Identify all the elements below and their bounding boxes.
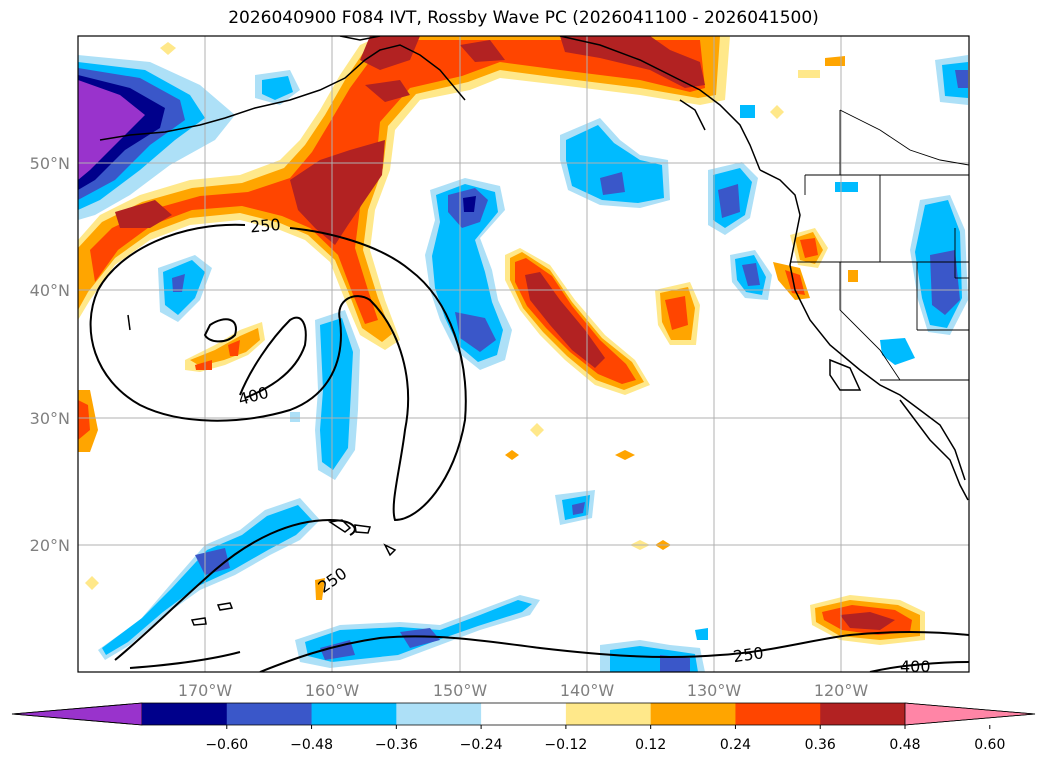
lat-label-40n: 40°N — [30, 281, 70, 300]
coastlines — [99, 36, 969, 626]
gridlines — [78, 36, 969, 672]
colorbar-extend-low — [11, 702, 143, 726]
colorbar-tick-label: −0.24 — [460, 737, 503, 753]
colorbar-segment — [481, 703, 567, 725]
lon-label-160w: 160°W — [305, 681, 360, 700]
colorbar-segment — [820, 703, 906, 725]
contour-label-400-b: 400 — [900, 657, 931, 676]
colorbar-tick-label: −0.36 — [375, 737, 418, 753]
lat-labels: 50°N 40°N 30°N 20°N — [30, 154, 70, 555]
lat-label-20n: 20°N — [30, 536, 70, 555]
negative-anomaly-nw — [78, 55, 235, 220]
negative-anomaly-160w — [315, 310, 360, 480]
colorbar-tick-label: 0.36 — [805, 737, 836, 753]
colorbar-segment — [311, 703, 397, 725]
map-panel: 250 400 250 250 400 — [78, 36, 969, 676]
colorbar-tick-label: −0.48 — [290, 737, 333, 753]
lat-label-50n: 50°N — [30, 154, 70, 173]
colorbar-tick-label: 0.24 — [720, 737, 751, 753]
map-frame — [77, 35, 970, 673]
negative-anomaly-150w — [425, 178, 512, 370]
colorbar-labels: −0.60 −0.48 −0.36 −0.24 −0.12 0.12 0.24 0.36 0.4… — [205, 725, 1005, 753]
colorbar-segment — [226, 703, 313, 725]
pc-contours — [89, 223, 969, 672]
lon-label-150w: 150°W — [433, 681, 488, 700]
lon-label-130w: 130°W — [687, 681, 742, 700]
colorbar-tick-label: 0.12 — [635, 737, 666, 753]
lon-label-120w: 120°W — [814, 681, 869, 700]
lon-label-170w: 170°W — [178, 681, 233, 700]
colorbar-segment — [650, 703, 736, 725]
colorbar-outline — [11, 702, 1036, 726]
negative-anomaly-subtropical — [98, 498, 320, 660]
lon-labels: 170°W 160°W 150°W 140°W 130°W 120°W — [178, 681, 869, 700]
state-borders — [790, 109, 969, 381]
colorbar — [11, 702, 1036, 726]
colorbar-segment — [735, 703, 821, 725]
colorbar-tick-label: 0.60 — [974, 737, 1005, 753]
colorbar-tick-label: −0.12 — [544, 737, 587, 753]
colorbar-tick-label: 0.48 — [889, 737, 920, 753]
contour-label-250-c: 250 — [732, 643, 765, 666]
colorbar-segment — [142, 703, 228, 725]
lat-label-30n: 30°N — [30, 409, 70, 428]
contour-label-250-a: 250 — [249, 215, 281, 237]
colorbar-segment — [565, 703, 652, 725]
lon-label-140w: 140°W — [560, 681, 615, 700]
negative-anomaly-170w — [158, 255, 212, 322]
colorbar-extend-high — [904, 702, 1036, 726]
colorbar-segment — [396, 703, 482, 725]
colorbar-tick-label: −0.60 — [205, 737, 248, 753]
map-title: 2026040900 F084 IVT, Rossby Wave PC (202… — [228, 8, 819, 28]
positive-anomaly-gulf-of-alaska — [78, 36, 730, 350]
